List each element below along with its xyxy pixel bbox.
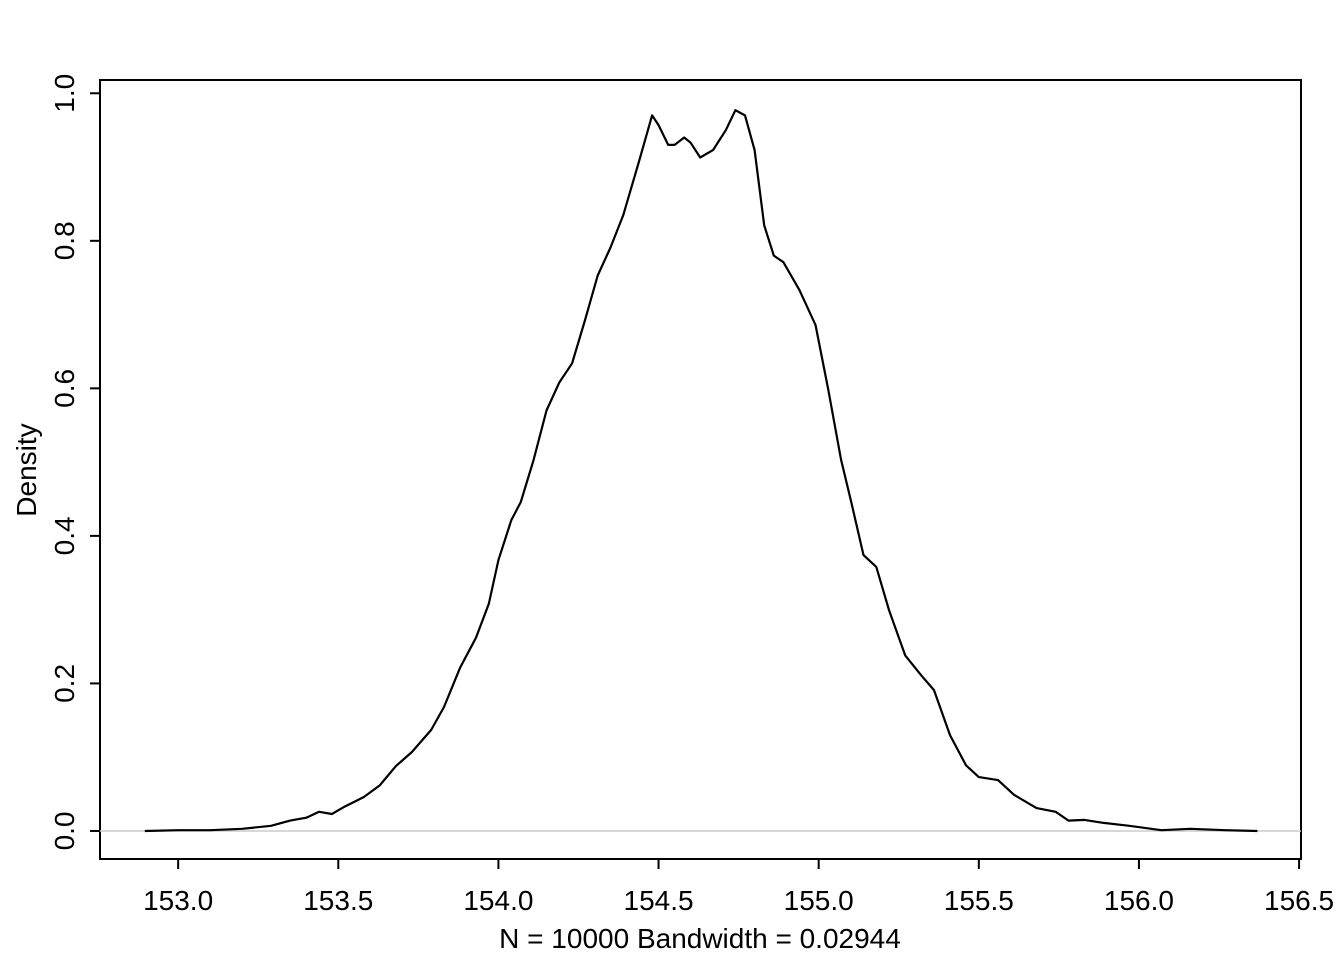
x-tick-label: 155.0: [784, 885, 854, 916]
x-tick-label: 155.5: [944, 885, 1014, 916]
x-tick-label: 153.0: [143, 885, 213, 916]
y-tick-label: 0.6: [49, 369, 80, 408]
density-line: [144, 109, 1258, 833]
x-tick-label: 154.5: [624, 885, 694, 916]
x-tick-label: 154.0: [463, 885, 533, 916]
x-tick-label: 156.5: [1264, 885, 1334, 916]
x-tick-label: 156.0: [1104, 885, 1174, 916]
y-axis-label: Density: [11, 423, 42, 516]
plot-box: [99, 79, 1302, 860]
y-tick-label: 0.4: [49, 516, 80, 555]
y-tick-label: 0.8: [49, 221, 80, 260]
y-tick-label: 1.0: [49, 74, 80, 113]
x-tick-label: 153.5: [303, 885, 373, 916]
y-tick-label: 0.2: [49, 664, 80, 703]
y-tick-label: 0.0: [49, 811, 80, 850]
x-axis-label: N = 10000 Bandwidth = 0.02944: [499, 923, 901, 954]
